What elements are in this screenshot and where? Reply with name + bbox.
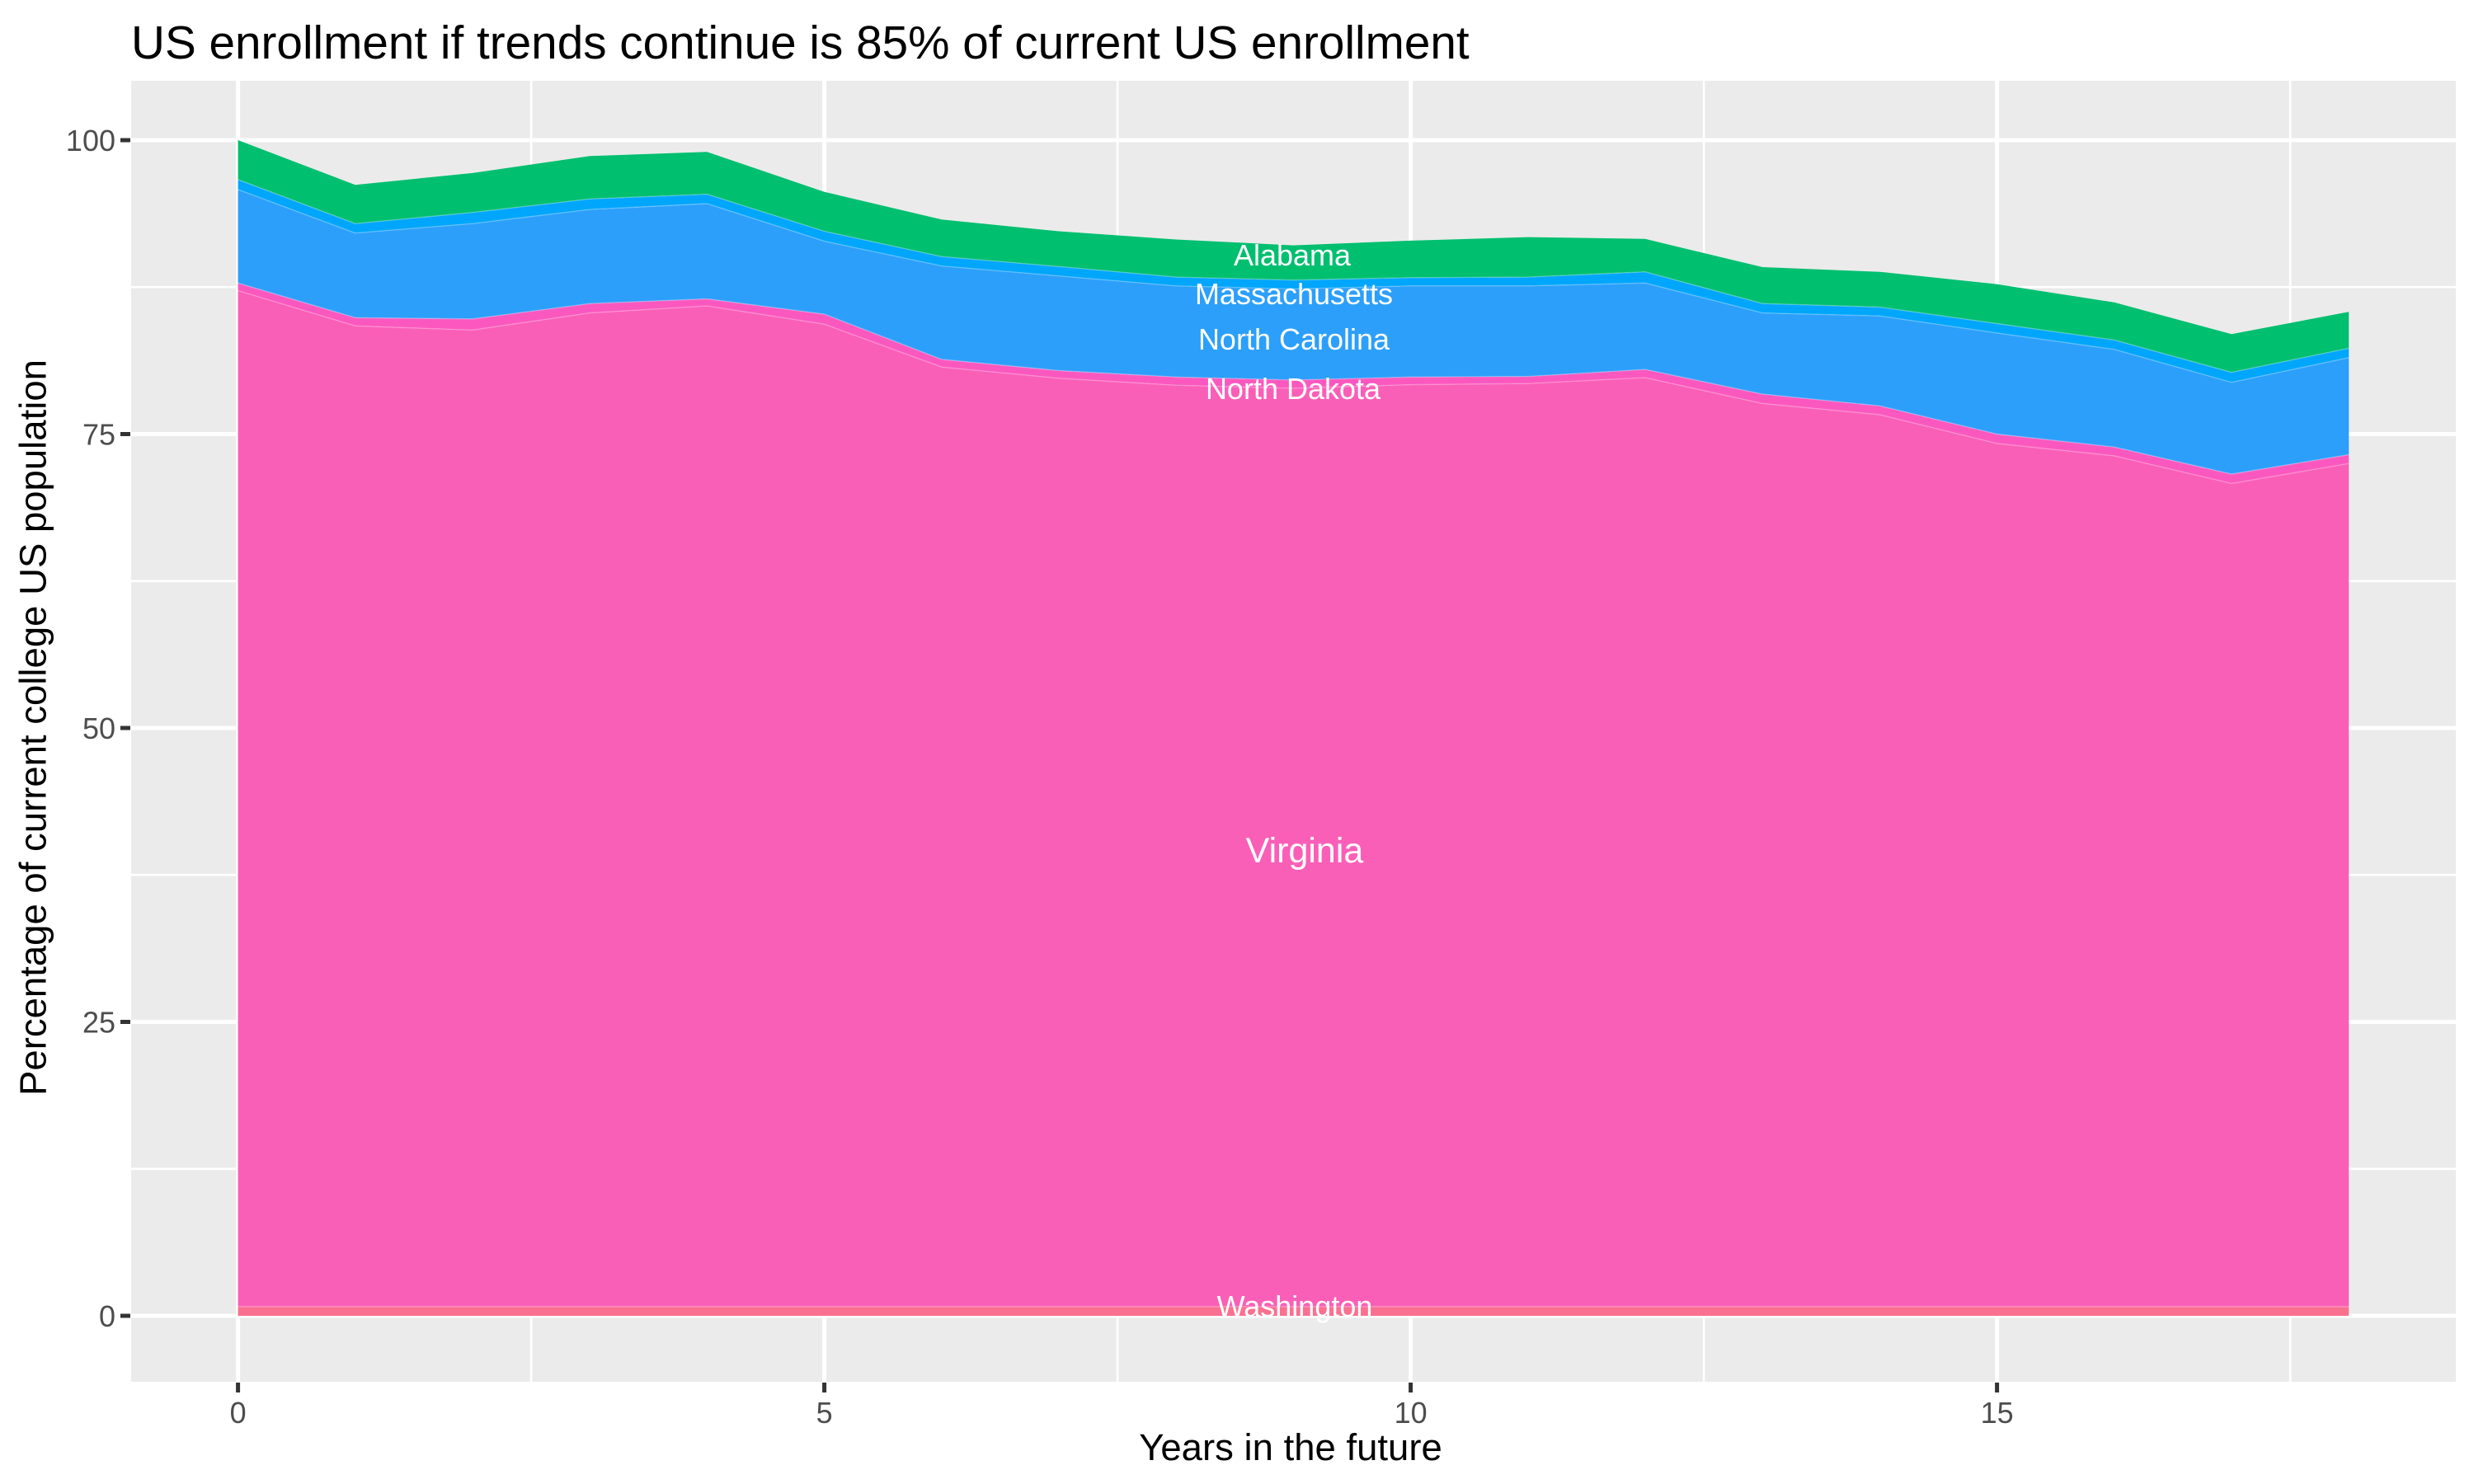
svg-text:5: 5: [816, 1396, 833, 1430]
svg-text:0: 0: [99, 1299, 115, 1333]
svg-text:10: 10: [1395, 1396, 1427, 1430]
svg-text:Percentage of current college: Percentage of current college US populat…: [12, 359, 54, 1096]
svg-text:Washington: Washington: [1217, 1289, 1373, 1323]
svg-text:15: 15: [1981, 1396, 2014, 1430]
svg-text:Virginia: Virginia: [1246, 831, 1364, 871]
svg-text:North Carolina: North Carolina: [1198, 322, 1390, 356]
svg-text:0: 0: [230, 1396, 247, 1430]
svg-text:Massachusetts: Massachusetts: [1195, 277, 1393, 311]
svg-text:75: 75: [82, 418, 115, 452]
svg-text:100: 100: [66, 124, 115, 157]
svg-text:Alabama: Alabama: [1234, 238, 1352, 272]
svg-text:North Dakota: North Dakota: [1206, 372, 1381, 406]
svg-text:Years in the future: Years in the future: [1139, 1426, 1442, 1468]
svg-text:US enrollment if trends contin: US enrollment if trends continue is 85% …: [131, 17, 1470, 69]
svg-text:50: 50: [82, 711, 115, 745]
svg-text:25: 25: [82, 1006, 115, 1040]
